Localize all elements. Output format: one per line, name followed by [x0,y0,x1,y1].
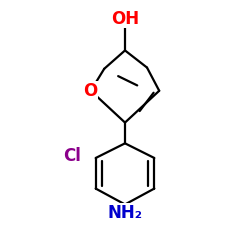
Text: Cl: Cl [64,147,82,165]
Text: OH: OH [111,10,139,28]
Text: NH₂: NH₂ [108,204,142,222]
Text: O: O [83,82,98,100]
